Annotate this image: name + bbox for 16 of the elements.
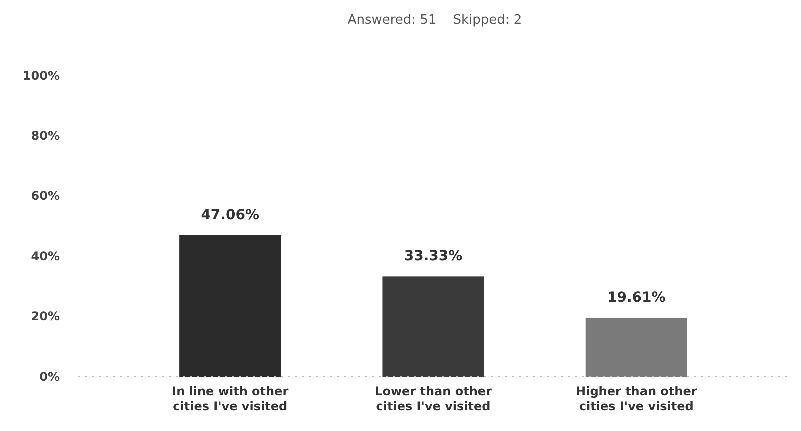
y-tick-label: 20% — [31, 310, 60, 324]
chart-title: Answered: 51 Skipped: 2 — [348, 13, 522, 28]
y-tick-label: 60% — [31, 189, 60, 204]
y-tick-label: 0% — [40, 370, 60, 384]
y-tick-label: 40% — [31, 249, 60, 264]
bar — [180, 235, 282, 377]
x-tick-label: In line with other cities I've visited — [172, 384, 289, 414]
bar — [586, 318, 688, 377]
data-label: 19.61% — [607, 290, 666, 306]
data-label: 33.33% — [404, 248, 463, 265]
data-label: 47.06% — [201, 207, 260, 224]
x-tick-label: Higher than other cities I've visited — [576, 384, 698, 414]
bar — [382, 276, 484, 377]
y-tick-label: 100% — [22, 68, 60, 83]
y-tick-label: 80% — [31, 129, 60, 144]
x-tick-label: Lower than other cities I've visited — [375, 384, 492, 414]
